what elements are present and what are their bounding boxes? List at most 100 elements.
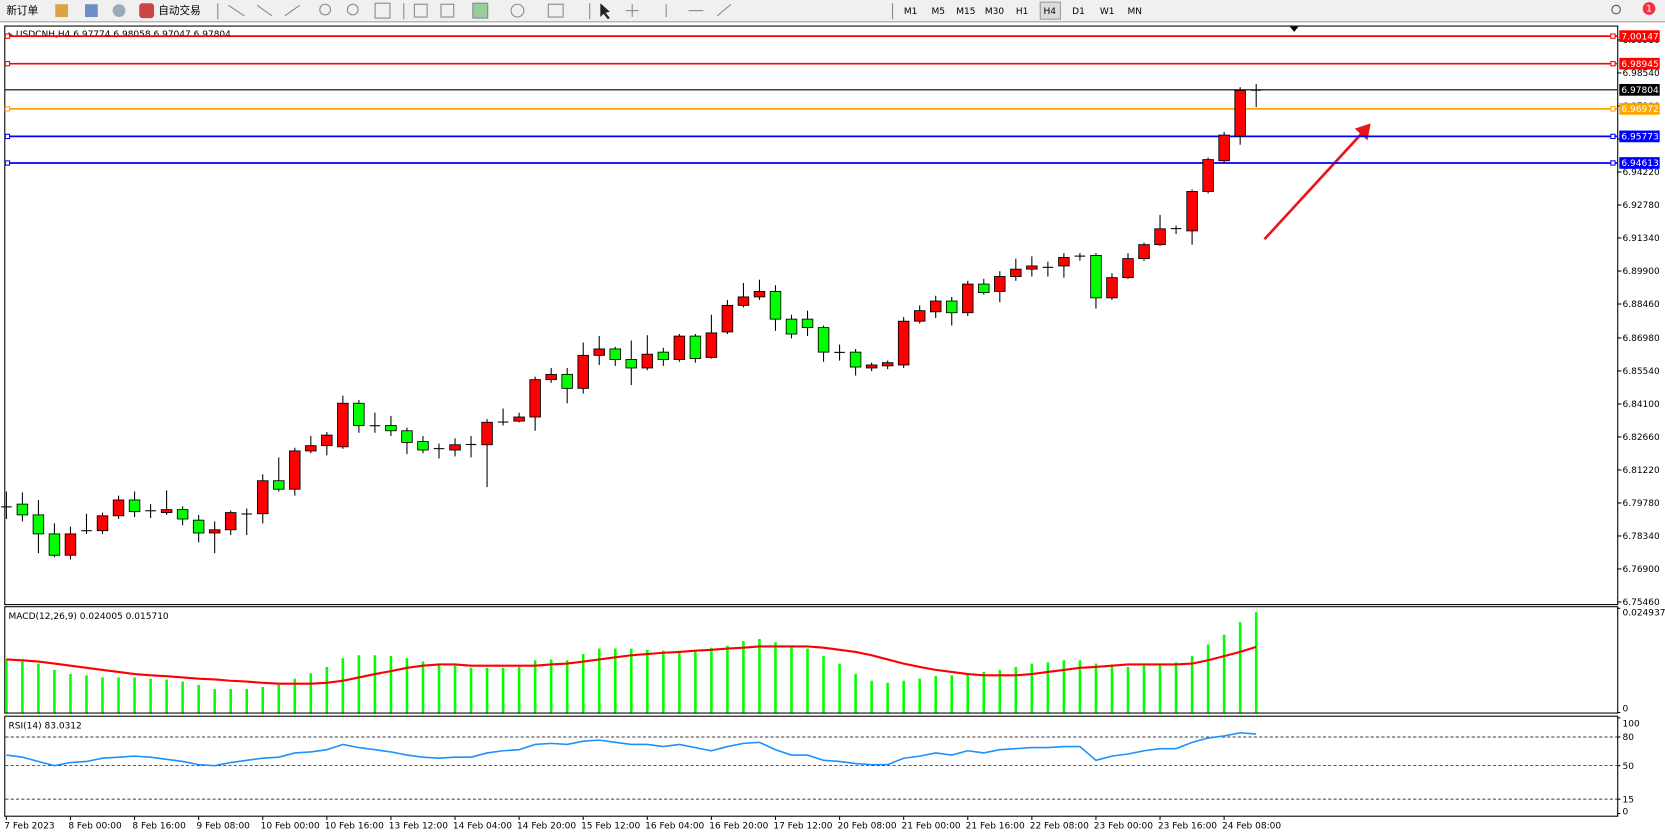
price-label: 6.96972 [1621, 105, 1658, 115]
macd-bar [966, 674, 970, 713]
macd-bar [998, 669, 1002, 713]
candle-body [913, 310, 926, 322]
macd-bar [1126, 666, 1130, 713]
macd-bar [902, 680, 905, 713]
candle-body [1218, 134, 1230, 162]
candle-body [481, 421, 493, 446]
macd-bar [774, 642, 777, 713]
candle-body [1154, 228, 1166, 246]
search-icon[interactable] [1611, 4, 1621, 15]
macd-bar [469, 667, 473, 713]
candle-body [881, 362, 894, 367]
candle-body [32, 514, 45, 535]
macd-bar [549, 659, 553, 713]
price-label: 6.98945 [1621, 60, 1658, 70]
macd-bar [613, 648, 617, 713]
candle-body [449, 444, 461, 451]
line-handle [1610, 160, 1616, 166]
line-handle [4, 133, 11, 140]
y-tick-label: 6.75460 [1622, 598, 1660, 608]
active-timeframe [1039, 1, 1061, 20]
macd-bar [1078, 660, 1082, 713]
x-tick-label: 21 Feb 16:00 [966, 821, 1025, 831]
macd-bar [181, 681, 184, 713]
macd-bar [646, 649, 649, 713]
candle-body [1010, 268, 1022, 277]
icon[interactable] [112, 4, 126, 18]
macd-bar [934, 676, 937, 713]
timeframe-button[interactable]: MN [1128, 7, 1143, 17]
y-tick-label: 6.84100 [1622, 400, 1660, 410]
candle-body [1186, 191, 1198, 232]
x-tick-label: 14 Feb 20:00 [517, 821, 576, 831]
macd-bar [1046, 662, 1050, 713]
macd-bar [85, 675, 88, 713]
candle-body [273, 480, 285, 490]
rsi-pane [4, 715, 1619, 817]
candle-body [641, 353, 654, 369]
auto-trading-icon[interactable] [139, 3, 155, 19]
y-tick-label: 100 [1622, 719, 1639, 729]
macd-bar [758, 638, 761, 713]
timeframe-button[interactable]: M15 [956, 7, 975, 17]
macd-bar [1030, 663, 1034, 713]
toolbar [0, 0, 1665, 22]
candle-body [529, 379, 541, 418]
x-tick-label: 21 Feb 00:00 [902, 821, 961, 831]
candle-body [1122, 258, 1134, 279]
macd-bar [5, 659, 8, 713]
icon[interactable] [55, 4, 69, 18]
timeframe-button[interactable]: W1 [1100, 7, 1115, 17]
y-tick-label: 6.86980 [1622, 334, 1660, 344]
candle-body [561, 373, 573, 389]
macd-bar [1174, 662, 1178, 713]
macd-bar [950, 675, 954, 713]
macd-bar [565, 660, 569, 713]
price-label-box [1619, 130, 1660, 143]
icon[interactable] [85, 4, 98, 18]
timeframe-button[interactable]: H1 [1016, 7, 1029, 17]
x-tick-label: 9 Feb 08:00 [197, 821, 251, 831]
macd-bar [501, 667, 505, 713]
candle-body [577, 354, 589, 389]
y-tick-label: 0 [1622, 808, 1628, 818]
toolbar-icons [217, 2, 894, 20]
macd-bar [726, 645, 729, 713]
macd-bar [357, 655, 361, 713]
timeframe-button[interactable]: M30 [985, 7, 1005, 17]
candle-body [625, 359, 638, 369]
new-order-button[interactable]: 新订单 [6, 4, 38, 17]
macd-bar [678, 650, 681, 713]
y-tick-label: 6.78340 [1622, 532, 1660, 542]
candle-body [705, 332, 718, 358]
candle-body [946, 300, 958, 314]
candle-body [657, 351, 670, 360]
timeframe-button[interactable]: M5 [931, 7, 945, 17]
candle-body [929, 300, 942, 313]
cursor-icon[interactable] [600, 3, 610, 20]
macd-bar [277, 684, 281, 713]
candle-body [962, 283, 974, 314]
macd-bar [197, 684, 200, 713]
auto-trading-button[interactable]: 自动交易 [158, 4, 200, 17]
price-label-box [1619, 57, 1660, 70]
candle-body [176, 509, 189, 520]
timeframe-button[interactable]: H4 [1044, 7, 1057, 17]
badge[interactable] [1642, 2, 1656, 15]
candle-body [609, 348, 621, 360]
y-tick-label: 6.85540 [1622, 367, 1660, 377]
candle-body [593, 348, 605, 356]
macd-bar [1238, 622, 1242, 713]
candle-body [865, 364, 878, 369]
x-tick-label: 10 Feb 00:00 [261, 821, 320, 831]
candle-body [753, 290, 766, 298]
macd-bar [69, 674, 72, 713]
candle-body [673, 335, 686, 360]
macd-bar [405, 658, 409, 713]
timeframe-button[interactable]: D1 [1072, 7, 1085, 17]
macd-bar [101, 677, 104, 713]
candle-body [112, 499, 125, 517]
x-tick-label: 16 Feb 20:00 [709, 821, 768, 831]
macd-bar [1062, 660, 1066, 713]
timeframe-button[interactable]: M1 [904, 7, 918, 17]
